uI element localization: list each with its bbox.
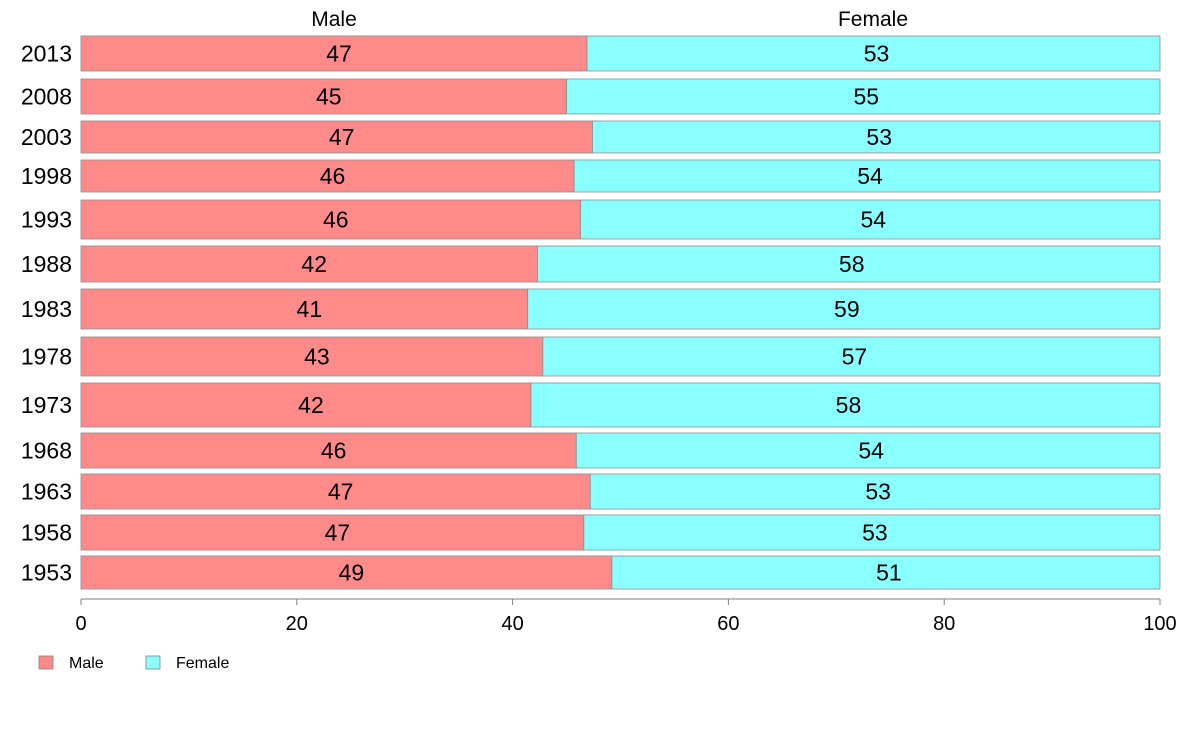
value-label-female-2008: 55 [853, 84, 879, 110]
legend-label-male: Male [69, 655, 104, 672]
value-label-female-1993: 54 [860, 207, 886, 233]
x-tick-label-60: 60 [717, 613, 739, 635]
y-label-2008: 2008 [21, 84, 72, 110]
y-label-1968: 1968 [21, 438, 72, 464]
value-label-female-1963: 53 [865, 479, 891, 505]
value-label-female-1953: 51 [876, 560, 902, 586]
bar-female-1983 [527, 288, 1161, 330]
value-label-male-2008: 45 [316, 84, 342, 110]
legend: Male Female [38, 655, 229, 672]
bar-female-1953 [611, 555, 1161, 590]
x-tick-label-40: 40 [501, 613, 523, 635]
value-label-female-1988: 58 [839, 251, 865, 277]
y-label-1983: 1983 [21, 296, 72, 322]
bars: 47 53 45 55 47 53 46 54 46 54 42 58 41 59 43 57 42 58 46 54… [80, 35, 1161, 590]
y-label-2013: 2013 [21, 41, 72, 67]
value-label-female-1978: 57 [842, 344, 868, 370]
bar-male-1968 [80, 432, 577, 469]
bar-female-1973 [530, 382, 1161, 428]
value-label-male-1978: 43 [304, 344, 330, 370]
bar-male-2003 [80, 120, 593, 154]
bar-male-1978 [80, 336, 544, 377]
legend-label-female: Female [176, 655, 229, 672]
column-header-male: Male [311, 8, 357, 31]
bar-female-1998 [573, 159, 1161, 193]
bar-female-1993 [580, 199, 1161, 240]
bar-female-1963 [589, 473, 1161, 510]
y-label-1978: 1978 [21, 344, 72, 370]
value-label-male-1998: 46 [320, 163, 346, 189]
bar-female-1978 [542, 336, 1161, 377]
y-axis-labels: 2013 2008 2003 1998 1993 1988 1983 1978 1973 1968… [21, 41, 72, 586]
value-label-female-2013: 53 [864, 41, 890, 67]
value-label-male-1958: 47 [325, 520, 351, 546]
value-label-female-1968: 54 [858, 438, 884, 464]
value-label-female-1973: 58 [836, 392, 862, 418]
y-label-1958: 1958 [21, 520, 72, 546]
y-label-1998: 1998 [21, 163, 72, 189]
column-header-female: Female [838, 8, 908, 31]
y-label-1993: 1993 [21, 207, 72, 233]
bar-female-1968 [575, 432, 1161, 469]
y-label-1988: 1988 [21, 251, 72, 277]
value-label-male-1963: 47 [328, 479, 354, 505]
bar-female-2013 [586, 35, 1161, 72]
value-label-female-1983: 59 [834, 296, 860, 322]
y-label-1963: 1963 [21, 479, 72, 505]
x-tick-label-80: 80 [933, 613, 955, 635]
bar-female-1958 [583, 514, 1161, 551]
x-axis: 0 20 40 60 80 100 [75, 598, 1177, 635]
legend-swatch-female [145, 655, 161, 670]
value-label-male-1983: 41 [297, 296, 323, 322]
value-label-male-1988: 42 [301, 251, 327, 277]
value-label-male-1973: 42 [298, 392, 324, 418]
bar-male-2013 [80, 35, 588, 72]
bar-female-2003 [592, 120, 1161, 154]
y-label-1973: 1973 [21, 392, 72, 418]
bar-male-2008 [80, 78, 567, 115]
bar-male-1958 [80, 514, 585, 551]
value-label-female-1958: 53 [862, 520, 888, 546]
y-label-1953: 1953 [21, 560, 72, 586]
bar-male-1953 [80, 555, 613, 590]
bar-male-1973 [80, 382, 532, 428]
value-label-female-1998: 54 [857, 163, 883, 189]
value-label-male-1968: 46 [321, 438, 347, 464]
x-tick-label-0: 0 [75, 613, 86, 635]
bar-male-1993 [80, 199, 581, 240]
x-tick-label-100: 100 [1143, 613, 1176, 635]
value-label-male-2003: 47 [329, 124, 355, 150]
bar-female-2008 [566, 78, 1161, 115]
column-headers: Male Female [311, 8, 908, 31]
value-label-male-1953: 49 [339, 560, 365, 586]
legend-swatch-male [38, 655, 54, 670]
bar-male-1983 [80, 288, 529, 330]
value-label-female-2003: 53 [866, 124, 892, 150]
y-label-2003: 2003 [21, 124, 72, 150]
bar-male-1963 [80, 473, 591, 510]
bar-female-1988 [537, 245, 1161, 283]
bar-male-1998 [80, 159, 575, 193]
value-label-male-1993: 46 [323, 207, 349, 233]
value-label-male-2013: 47 [326, 41, 352, 67]
x-tick-label-20: 20 [286, 613, 308, 635]
